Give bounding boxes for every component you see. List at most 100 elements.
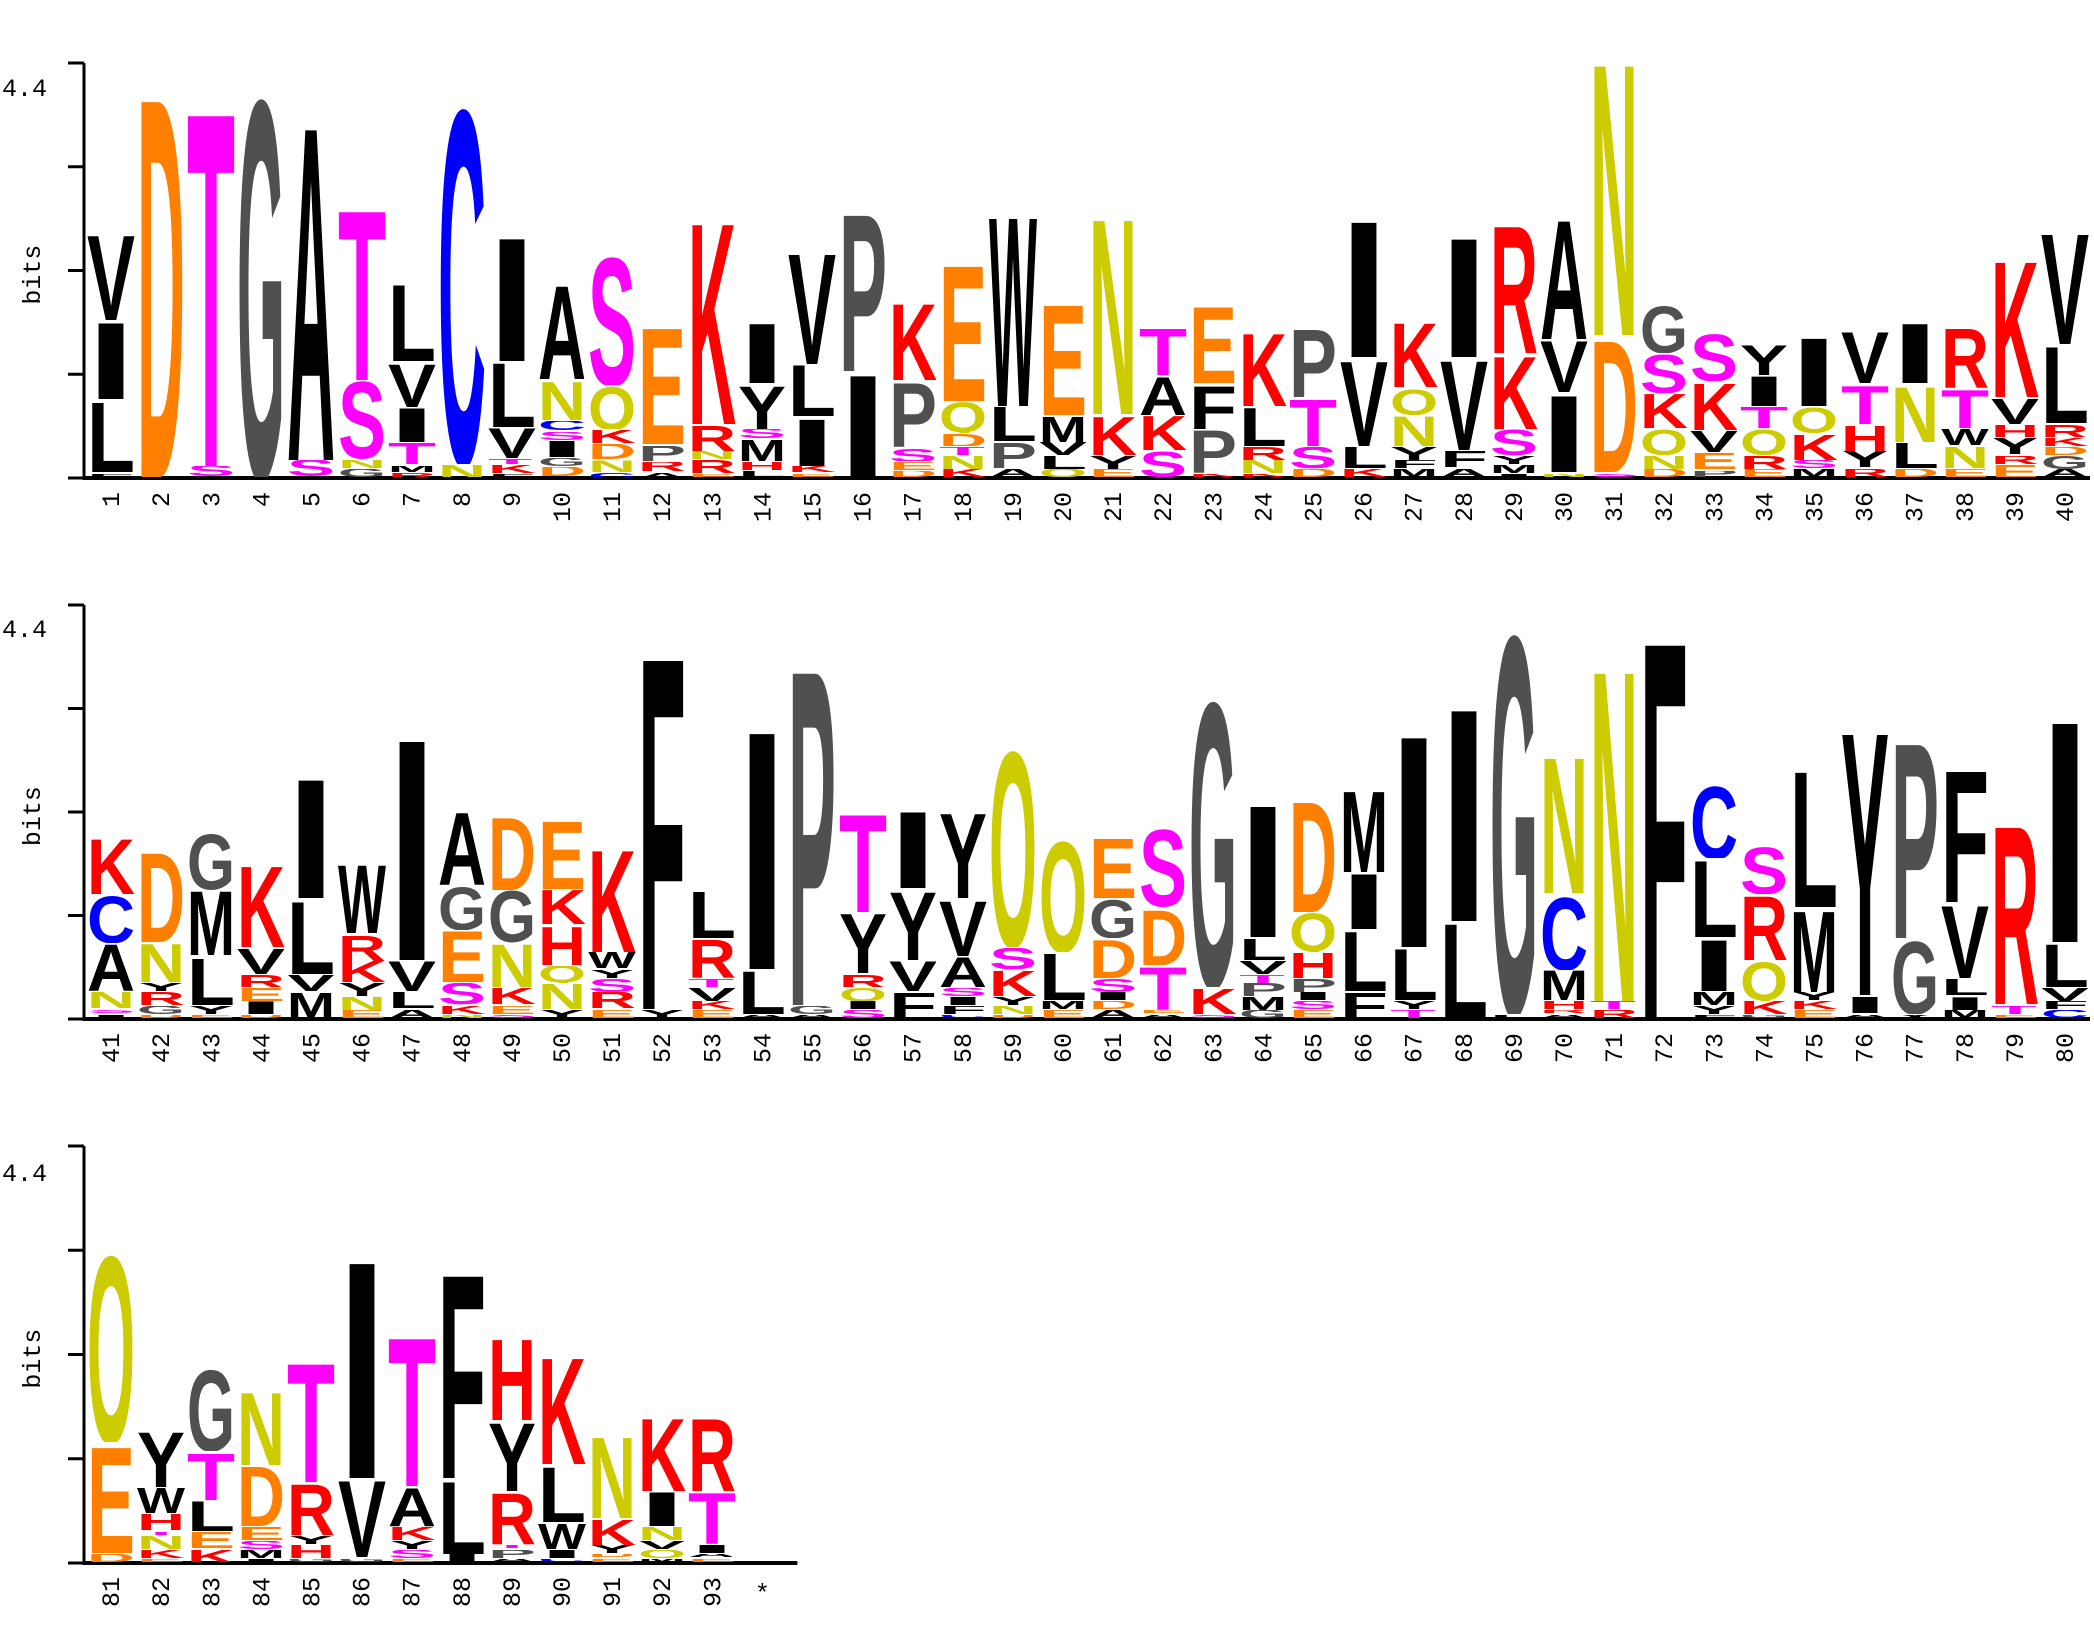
residue-letter: Y — [387, 1540, 436, 1550]
residue-letter: L — [287, 899, 336, 974]
residue-letter: I — [1389, 725, 1438, 948]
residue-letter: V — [888, 961, 937, 992]
residue-letter: R — [688, 460, 737, 473]
residue-letter: W — [537, 1523, 586, 1550]
x-tick-label: 37 — [1902, 492, 1931, 522]
residue-letter: K — [1189, 473, 1238, 478]
residue-letter: Y — [1890, 1014, 1939, 1019]
residue-letter: N — [137, 943, 186, 983]
residue-letter: T — [1239, 974, 1288, 983]
residue-letter: R — [838, 974, 887, 988]
x-tick-label: 67 — [1401, 1033, 1430, 1063]
residue-letter: Y — [487, 1420, 536, 1492]
residue-letter: E — [1089, 836, 1137, 899]
residue-letter: R — [1940, 326, 1989, 389]
residue-letter: I — [788, 417, 837, 466]
x-tick-label: 32 — [1651, 492, 1680, 522]
residue-letter: D — [1640, 469, 1689, 478]
residue-letter: N — [1640, 455, 1689, 469]
residue-letter: K — [1139, 415, 1188, 451]
residue-letter: Q — [988, 743, 1037, 948]
residue-letter: C — [537, 1558, 586, 1563]
residue-letter: D — [237, 1014, 286, 1019]
residue-letter: S — [387, 1549, 436, 1558]
residue-letter: G — [237, 82, 286, 478]
x-tick-label: * — [755, 1580, 770, 1609]
residue-letter: V — [1690, 430, 1739, 453]
residue-letter: D — [588, 1554, 636, 1558]
residue-letter: L — [1038, 952, 1087, 1001]
residue-letter: A — [387, 1010, 436, 1019]
residue-letter: N — [237, 1389, 286, 1465]
residue-letter: A — [938, 956, 987, 988]
residue-letter: N — [588, 460, 636, 473]
residue-letter: T — [1139, 326, 1188, 376]
residue-letter: G — [337, 469, 386, 478]
residue-letter: K — [1690, 382, 1739, 431]
residue-letter: H — [1289, 952, 1338, 979]
residue-letter: I — [387, 407, 436, 443]
x-tick-label: 60 — [1050, 1033, 1079, 1063]
residue-letter: M — [287, 992, 336, 1019]
residue-letter: Y — [988, 996, 1037, 1006]
x-tick-label: 16 — [850, 492, 879, 522]
residue-letter: Y — [337, 983, 386, 997]
residue-letter: T — [838, 810, 887, 912]
x-tick-label: 83 — [198, 1577, 227, 1607]
residue-letter: K — [1389, 322, 1438, 389]
residue-letter: D — [87, 1554, 135, 1563]
y-max-label: 4.4 — [2, 75, 47, 104]
residue-letter: I — [237, 1001, 286, 1014]
residue-letter: Q — [1790, 406, 1839, 433]
residue-letter: S — [287, 460, 336, 478]
x-tick-label: 20 — [1050, 492, 1079, 522]
residue-letter: D — [1289, 796, 1338, 912]
x-tick-label: 23 — [1200, 492, 1229, 522]
residue-letter: P — [988, 442, 1037, 469]
x-tick-label: 25 — [1300, 492, 1329, 522]
residue-letter: T — [137, 1531, 185, 1536]
x-tick-label: 33 — [1701, 492, 1730, 522]
residue-letter: N — [437, 1014, 486, 1019]
residue-letter: G — [337, 1558, 386, 1563]
residue-letter: L — [1239, 406, 1288, 447]
residue-letter: K — [337, 961, 386, 983]
x-tick-label: 18 — [950, 492, 979, 522]
residue-letter: Y — [137, 983, 186, 992]
residue-letter: K — [1239, 331, 1288, 407]
residue-letter: I — [638, 1491, 687, 1527]
residue-letter: K — [938, 469, 987, 478]
residue-letter: S — [1489, 429, 1538, 456]
residue-letter: R — [137, 992, 186, 1006]
residue-letter: K — [688, 214, 737, 425]
residue-letter: S — [237, 1540, 286, 1550]
residue-letter: Y — [1389, 446, 1438, 460]
residue-letter: S — [487, 1014, 536, 1019]
residue-letter: P — [788, 654, 837, 1006]
residue-letter: L — [387, 992, 436, 1010]
x-tick-label: 19 — [1000, 492, 1029, 522]
residue-letter: F — [1189, 384, 1238, 429]
x-tick-label: 62 — [1150, 1033, 1179, 1063]
residue-letter: F — [1690, 1014, 1739, 1019]
residue-letter: F — [1439, 451, 1488, 469]
x-tick-label: 52 — [649, 1033, 678, 1063]
residue-letter: L — [1690, 859, 1739, 939]
x-tick-label: 68 — [1451, 1033, 1480, 1063]
residue-letter: I — [1439, 233, 1488, 358]
residue-letter: T — [187, 95, 236, 466]
residue-letter: I — [87, 320, 135, 401]
x-tick-label: 56 — [850, 1033, 879, 1063]
residue-letter: E — [487, 1005, 536, 1014]
residue-letter: P — [638, 446, 687, 462]
residue-letter: R — [337, 934, 386, 961]
residue-letter: Y — [588, 1545, 636, 1554]
residue-letter: N — [1389, 415, 1438, 447]
residue-letter: Y — [1389, 1001, 1438, 1010]
residue-letter: I — [237, 1558, 286, 1563]
x-tick-label: 3 — [198, 492, 227, 507]
residue-letter: T — [688, 979, 737, 988]
residue-letter: H — [1539, 1001, 1588, 1010]
x-tick-label: 1 — [98, 492, 127, 507]
residue-letter: E — [638, 324, 687, 446]
